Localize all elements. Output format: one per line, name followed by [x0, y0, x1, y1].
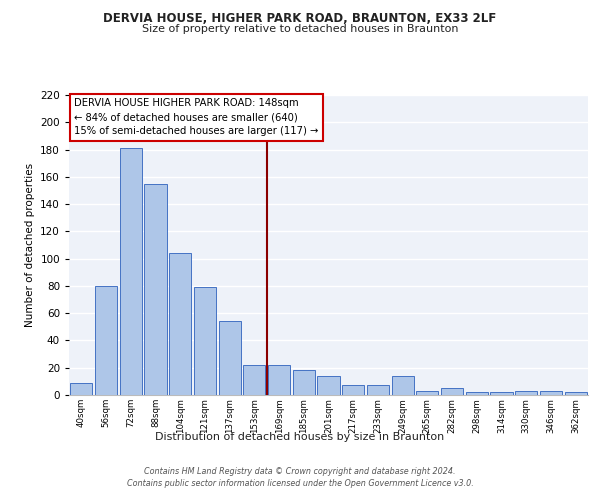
Bar: [293, 370, 315, 395]
Text: DERVIA HOUSE HIGHER PARK ROAD: 148sqm
← 84% of detached houses are smaller (640): DERVIA HOUSE HIGHER PARK ROAD: 148sqm ← …: [74, 98, 319, 136]
Bar: [565, 392, 587, 395]
Bar: [169, 253, 191, 395]
Bar: [515, 391, 538, 395]
Bar: [392, 376, 414, 395]
Bar: [119, 148, 142, 395]
Bar: [145, 184, 167, 395]
Bar: [218, 322, 241, 395]
Bar: [540, 391, 562, 395]
Text: Contains HM Land Registry data © Crown copyright and database right 2024.
Contai: Contains HM Land Registry data © Crown c…: [127, 466, 473, 487]
Bar: [441, 388, 463, 395]
Bar: [367, 386, 389, 395]
Bar: [416, 391, 439, 395]
Bar: [490, 392, 512, 395]
Bar: [342, 386, 364, 395]
Text: Distribution of detached houses by size in Braunton: Distribution of detached houses by size …: [155, 432, 445, 442]
Bar: [317, 376, 340, 395]
Text: DERVIA HOUSE, HIGHER PARK ROAD, BRAUNTON, EX33 2LF: DERVIA HOUSE, HIGHER PARK ROAD, BRAUNTON…: [103, 12, 497, 26]
Text: Size of property relative to detached houses in Braunton: Size of property relative to detached ho…: [142, 24, 458, 34]
Bar: [95, 286, 117, 395]
Bar: [243, 365, 265, 395]
Bar: [466, 392, 488, 395]
Y-axis label: Number of detached properties: Number of detached properties: [25, 163, 35, 327]
Bar: [268, 365, 290, 395]
Bar: [70, 382, 92, 395]
Bar: [194, 288, 216, 395]
